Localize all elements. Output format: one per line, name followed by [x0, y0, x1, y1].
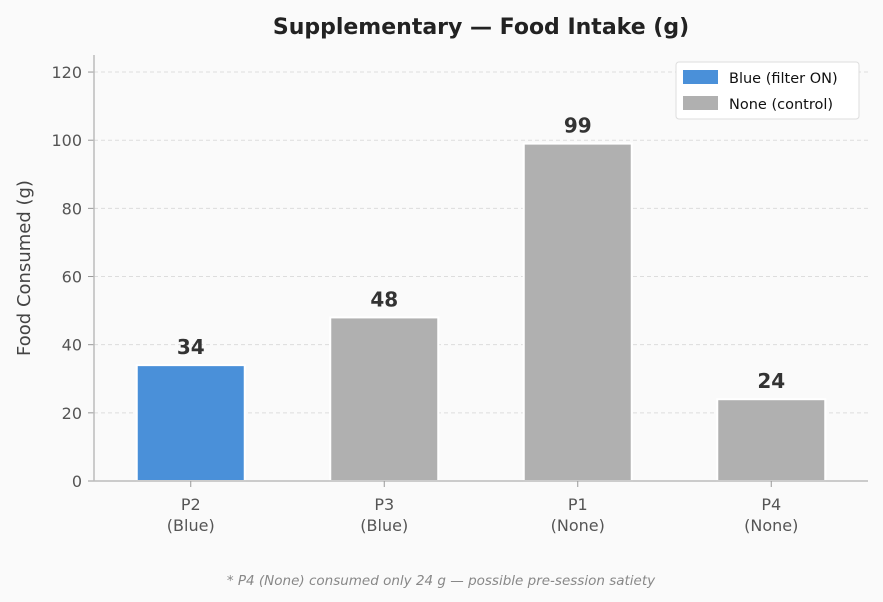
y-tick-label: 100 — [51, 131, 82, 150]
x-tick-label: P1 — [568, 495, 588, 514]
bar — [135, 364, 246, 482]
value-labels: 34 48 99 24 — [177, 114, 785, 394]
gridlines — [94, 71, 868, 414]
y-tick-labels: 0 20 40 60 80 100 120 — [51, 63, 82, 491]
x-tick-label: P2 — [181, 495, 201, 514]
y-tick-label: 60 — [62, 268, 82, 287]
legend-label-none: None (control) — [729, 97, 833, 113]
y-tick-label: 80 — [62, 199, 82, 218]
x-tick-labels: P2 (Blue) P3 (Blue) P1 (None) P4 (None) — [167, 495, 799, 535]
legend-swatch-blue — [683, 70, 718, 84]
bar-value-label: 48 — [370, 287, 398, 311]
axes — [88, 55, 868, 487]
y-axis-label: Food Consumed (g) — [14, 180, 35, 356]
y-tick-label: 0 — [72, 472, 82, 491]
bar-value-label: 99 — [564, 114, 592, 138]
legend-box — [675, 61, 860, 120]
y-tick-label: 20 — [62, 404, 82, 423]
x-tick-label: (Blue) — [167, 516, 215, 535]
x-tick-label: (Blue) — [360, 516, 408, 535]
legend-label-blue: Blue (filter ON) — [729, 71, 838, 87]
footnote: * P4 (None) consumed only 24 g — possibl… — [227, 573, 656, 589]
x-tick-label: P3 — [374, 495, 394, 514]
bar — [522, 142, 633, 482]
x-tick-label: (None) — [551, 516, 605, 535]
chart-title: Supplementary — Food Intake (g) — [273, 15, 689, 40]
bar — [716, 398, 827, 483]
legend-swatch-none — [683, 96, 718, 110]
legend: Blue (filter ON) None (control) — [675, 61, 860, 120]
bar — [329, 316, 440, 482]
y-tick-label: 120 — [51, 63, 82, 82]
x-tick-label: (None) — [744, 516, 798, 535]
x-tick-label: P4 — [761, 495, 781, 514]
bar-value-label: 34 — [177, 335, 205, 359]
y-tick-label: 40 — [62, 336, 82, 355]
bars — [135, 142, 827, 483]
bar-value-label: 24 — [757, 369, 785, 393]
